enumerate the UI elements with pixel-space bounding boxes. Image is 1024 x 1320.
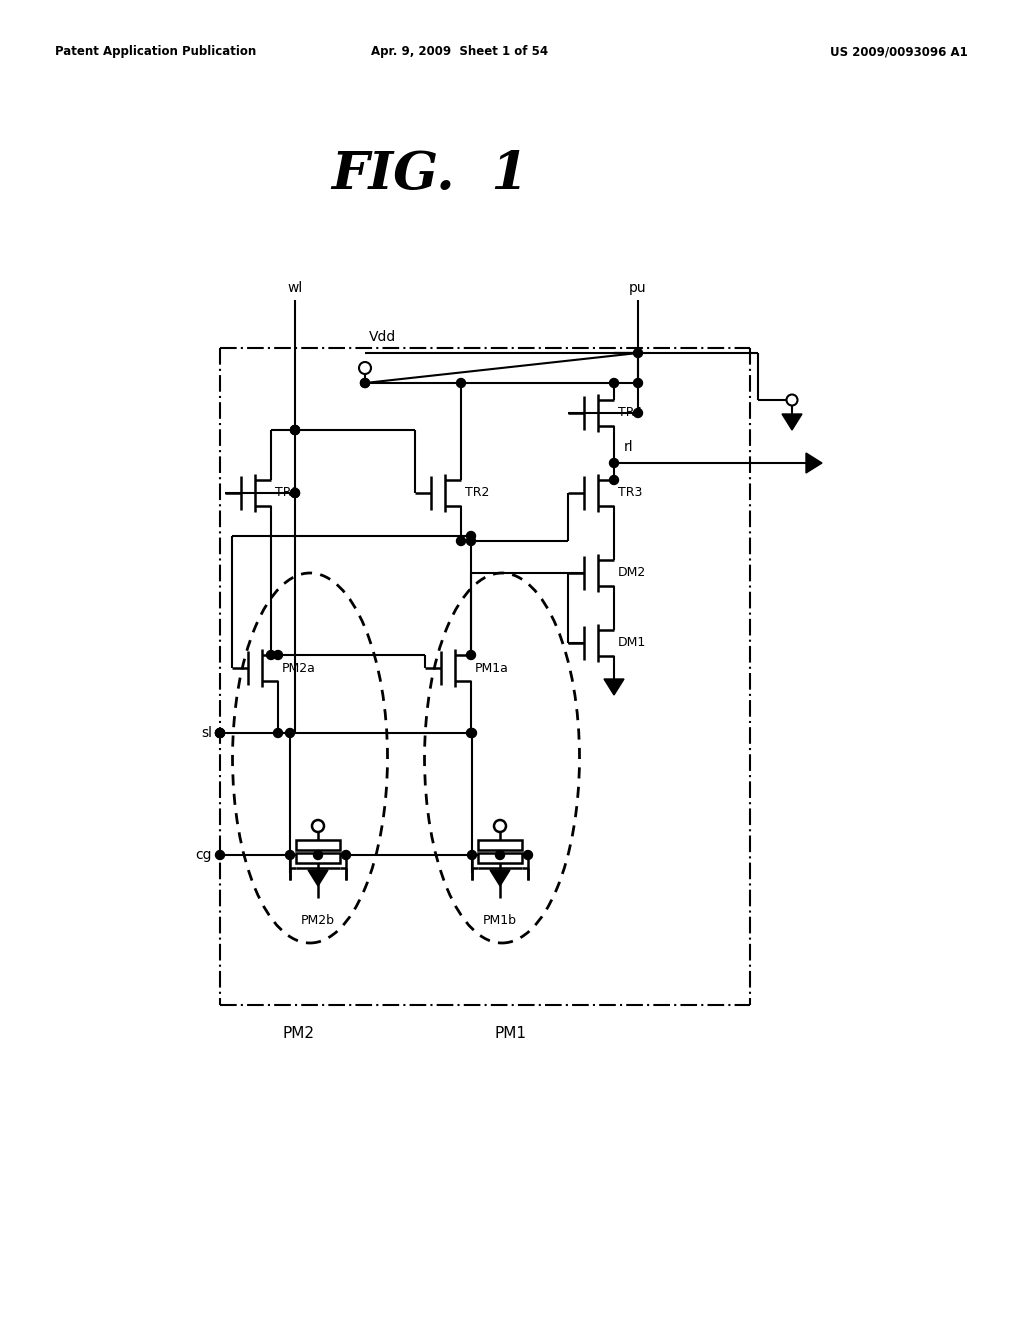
Circle shape [634, 408, 642, 417]
Circle shape [494, 820, 506, 832]
Circle shape [273, 729, 283, 738]
Circle shape [291, 425, 299, 434]
Circle shape [786, 395, 798, 405]
Circle shape [266, 651, 275, 660]
Text: US 2009/0093096 A1: US 2009/0093096 A1 [830, 45, 968, 58]
Circle shape [312, 820, 324, 832]
Text: PM1a: PM1a [475, 661, 509, 675]
Circle shape [286, 850, 295, 859]
Circle shape [313, 850, 323, 859]
Text: PM1: PM1 [494, 1026, 526, 1040]
Polygon shape [782, 414, 802, 430]
Circle shape [360, 379, 370, 388]
Text: Apr. 9, 2009  Sheet 1 of 54: Apr. 9, 2009 Sheet 1 of 54 [372, 45, 549, 58]
Text: TR2: TR2 [465, 487, 489, 499]
Circle shape [467, 729, 475, 738]
Bar [296, 840, 340, 850]
Text: TR4: TR4 [618, 407, 642, 420]
Circle shape [360, 379, 370, 388]
Circle shape [341, 850, 350, 859]
Text: rl: rl [624, 440, 634, 454]
Circle shape [609, 475, 618, 484]
Text: FIG.  1: FIG. 1 [332, 149, 528, 201]
Circle shape [215, 729, 224, 738]
Polygon shape [490, 870, 510, 886]
Circle shape [359, 362, 371, 374]
Polygon shape [308, 870, 328, 886]
Text: Patent Application Publication: Patent Application Publication [55, 45, 256, 58]
Text: PM2b: PM2b [301, 913, 335, 927]
Text: wl: wl [288, 281, 303, 294]
Text: PM1b: PM1b [483, 913, 517, 927]
Circle shape [291, 425, 299, 434]
Text: PM2a: PM2a [282, 661, 315, 675]
Text: sl: sl [201, 726, 212, 741]
Circle shape [467, 651, 475, 660]
Circle shape [215, 729, 224, 738]
Circle shape [215, 850, 224, 859]
Text: pu: pu [629, 281, 647, 294]
Circle shape [467, 532, 475, 540]
Circle shape [468, 729, 476, 738]
Bar [296, 853, 340, 863]
Bar [478, 840, 522, 850]
Circle shape [215, 729, 224, 738]
Circle shape [291, 488, 299, 498]
Circle shape [634, 379, 642, 388]
Text: cg: cg [196, 847, 212, 862]
Polygon shape [806, 453, 822, 473]
Circle shape [496, 850, 505, 859]
Circle shape [609, 379, 618, 388]
Circle shape [273, 651, 283, 660]
Circle shape [609, 458, 618, 467]
Text: Vdd: Vdd [369, 330, 396, 345]
Circle shape [291, 488, 299, 498]
Circle shape [457, 536, 466, 545]
Circle shape [468, 850, 476, 859]
Circle shape [467, 536, 475, 545]
Polygon shape [604, 678, 624, 696]
Text: TR1: TR1 [275, 487, 299, 499]
Circle shape [457, 379, 466, 388]
Circle shape [634, 348, 642, 358]
Text: TR3: TR3 [618, 487, 642, 499]
Bar [478, 853, 522, 863]
Text: DM2: DM2 [618, 566, 646, 579]
Text: DM1: DM1 [618, 636, 646, 649]
Text: PM2: PM2 [282, 1026, 314, 1040]
Circle shape [291, 425, 299, 434]
Circle shape [523, 850, 532, 859]
Circle shape [286, 729, 295, 738]
